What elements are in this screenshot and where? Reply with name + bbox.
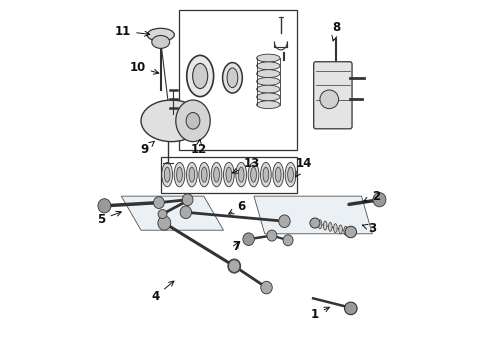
Ellipse shape	[334, 224, 337, 233]
Ellipse shape	[257, 70, 280, 77]
Ellipse shape	[177, 167, 182, 182]
Ellipse shape	[238, 167, 244, 182]
Ellipse shape	[373, 193, 386, 207]
Polygon shape	[254, 196, 372, 234]
Ellipse shape	[243, 233, 254, 246]
Ellipse shape	[328, 222, 332, 231]
Ellipse shape	[248, 162, 259, 187]
Ellipse shape	[279, 215, 290, 228]
Polygon shape	[122, 196, 223, 230]
Text: 10: 10	[129, 60, 159, 74]
Text: 11: 11	[115, 25, 150, 38]
Ellipse shape	[174, 162, 185, 187]
Bar	[161, 157, 297, 193]
Ellipse shape	[214, 167, 220, 182]
Ellipse shape	[193, 63, 208, 89]
Ellipse shape	[283, 235, 293, 246]
Ellipse shape	[164, 167, 170, 182]
Ellipse shape	[261, 281, 272, 294]
Ellipse shape	[275, 167, 281, 182]
Ellipse shape	[228, 260, 240, 273]
Ellipse shape	[310, 218, 320, 228]
Text: 13: 13	[232, 157, 260, 173]
Ellipse shape	[344, 226, 347, 235]
Text: 2: 2	[363, 190, 380, 203]
Text: 9: 9	[141, 141, 154, 156]
Ellipse shape	[152, 36, 170, 48]
Ellipse shape	[187, 162, 197, 187]
Ellipse shape	[288, 167, 294, 182]
Ellipse shape	[267, 230, 277, 241]
Ellipse shape	[263, 167, 269, 182]
Ellipse shape	[187, 55, 214, 96]
Ellipse shape	[339, 225, 343, 234]
Ellipse shape	[261, 162, 271, 187]
Text: 14: 14	[295, 157, 312, 177]
Ellipse shape	[344, 302, 357, 315]
Ellipse shape	[98, 199, 111, 213]
Ellipse shape	[158, 210, 167, 219]
Ellipse shape	[318, 220, 322, 229]
Ellipse shape	[345, 226, 357, 238]
Ellipse shape	[223, 162, 234, 187]
Ellipse shape	[285, 162, 296, 187]
Ellipse shape	[189, 167, 195, 182]
Ellipse shape	[176, 100, 210, 141]
Ellipse shape	[273, 162, 284, 187]
Ellipse shape	[162, 162, 172, 187]
Ellipse shape	[257, 101, 280, 109]
Text: 3: 3	[363, 222, 376, 235]
Ellipse shape	[257, 93, 280, 101]
Ellipse shape	[236, 162, 246, 187]
Ellipse shape	[323, 221, 327, 230]
Text: 5: 5	[98, 211, 121, 226]
Ellipse shape	[211, 162, 222, 187]
Ellipse shape	[180, 206, 192, 219]
Ellipse shape	[199, 162, 210, 187]
Ellipse shape	[153, 197, 164, 208]
Text: 12: 12	[190, 140, 206, 156]
Ellipse shape	[313, 219, 317, 228]
Ellipse shape	[182, 194, 193, 206]
Bar	[179, 10, 297, 149]
Ellipse shape	[257, 62, 280, 70]
Text: 4: 4	[151, 281, 174, 303]
Ellipse shape	[228, 259, 241, 273]
Ellipse shape	[227, 68, 238, 87]
Ellipse shape	[349, 228, 353, 237]
Ellipse shape	[222, 63, 243, 93]
Text: 1: 1	[311, 307, 329, 321]
Ellipse shape	[320, 90, 339, 109]
Text: 6: 6	[229, 201, 245, 214]
Ellipse shape	[141, 100, 202, 141]
Text: 7: 7	[232, 240, 240, 253]
Ellipse shape	[158, 216, 171, 230]
Ellipse shape	[147, 28, 174, 41]
FancyBboxPatch shape	[314, 62, 352, 129]
Ellipse shape	[201, 167, 207, 182]
Text: 8: 8	[332, 21, 341, 41]
Ellipse shape	[257, 77, 280, 85]
Ellipse shape	[251, 167, 256, 182]
Ellipse shape	[186, 113, 200, 129]
Ellipse shape	[257, 85, 280, 93]
Ellipse shape	[226, 167, 232, 182]
Ellipse shape	[257, 54, 280, 62]
